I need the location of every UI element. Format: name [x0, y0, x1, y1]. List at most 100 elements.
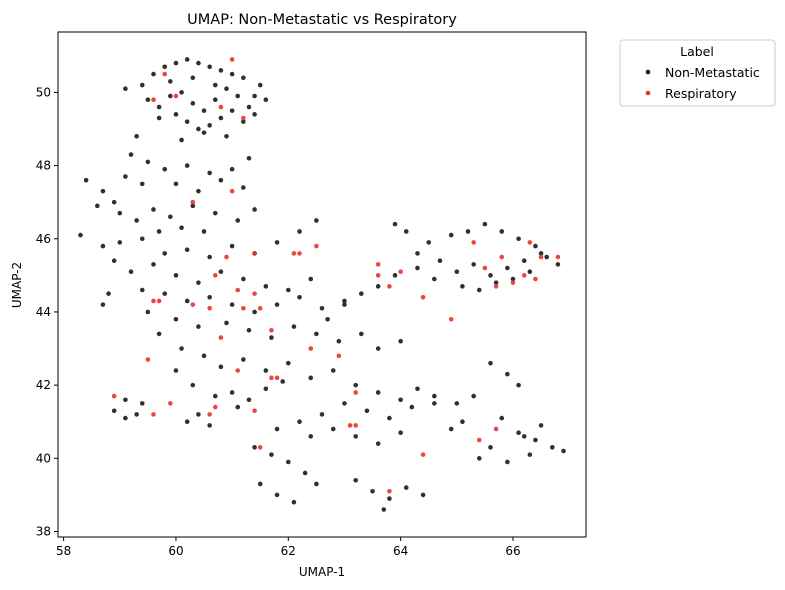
respiratory-point: [476, 437, 482, 443]
non-metastatic-point: [100, 188, 106, 194]
non-metastatic-point: [235, 93, 241, 99]
non-metastatic-point: [375, 390, 381, 395]
non-metastatic-point: [241, 119, 246, 124]
respiratory-point: [162, 71, 168, 77]
non-metastatic-point: [184, 163, 190, 168]
respiratory-point: [420, 295, 426, 300]
non-metastatic-point: [505, 459, 510, 465]
respiratory-point: [538, 254, 544, 260]
non-metastatic-point: [403, 485, 409, 490]
non-metastatic-point: [471, 262, 476, 267]
non-metastatic-point: [375, 346, 381, 351]
respiratory-point: [353, 423, 359, 428]
non-metastatic-point: [196, 60, 201, 66]
non-metastatic-point: [263, 97, 269, 102]
non-metastatic-point: [184, 119, 190, 124]
non-metastatic-point: [465, 229, 471, 234]
non-metastatic-point: [151, 262, 156, 267]
non-metastatic-point: [156, 104, 162, 110]
non-metastatic-point: [218, 68, 224, 73]
respiratory-point: [555, 254, 561, 260]
non-metastatic-point: [370, 488, 375, 494]
respiratory-point: [151, 298, 156, 304]
non-metastatic-point: [533, 243, 538, 249]
respiratory-point: [499, 254, 505, 260]
non-metastatic-point: [409, 404, 415, 410]
non-metastatic-point: [302, 470, 308, 476]
non-metastatic-point: [117, 210, 123, 216]
non-metastatic-point: [123, 86, 128, 92]
non-metastatic-point: [432, 276, 437, 282]
non-metastatic-point: [218, 269, 224, 274]
non-metastatic-point: [246, 397, 252, 403]
respiratory-point: [190, 302, 196, 307]
non-metastatic-point: [190, 382, 196, 388]
non-metastatic-point: [252, 445, 257, 450]
non-metastatic-point: [314, 331, 319, 337]
non-metastatic-point: [184, 298, 190, 304]
respiratory-point: [375, 273, 381, 278]
non-metastatic-point: [156, 331, 162, 337]
non-metastatic-point: [201, 130, 207, 135]
y-axis-label: UMAP-2: [10, 262, 24, 308]
respiratory-point: [448, 316, 454, 322]
non-metastatic-point: [398, 338, 403, 344]
non-metastatic-point: [448, 232, 454, 238]
non-metastatic-point: [460, 284, 465, 289]
respiratory-point: [235, 368, 241, 373]
non-metastatic-point: [538, 251, 544, 256]
respiratory-point: [521, 273, 527, 278]
non-metastatic-point: [156, 115, 162, 121]
non-metastatic-point: [139, 401, 145, 406]
non-metastatic-point: [319, 305, 325, 311]
non-metastatic-point: [493, 280, 499, 285]
non-metastatic-point: [218, 177, 224, 183]
non-metastatic-point: [179, 346, 184, 351]
non-metastatic-point: [252, 112, 257, 117]
non-metastatic-point: [184, 247, 190, 253]
non-metastatic-point: [505, 371, 510, 377]
non-metastatic-point: [207, 170, 212, 176]
non-metastatic-point: [516, 430, 521, 436]
non-metastatic-point: [387, 496, 392, 501]
respiratory-point: [212, 404, 218, 410]
non-metastatic-point: [510, 276, 516, 282]
non-metastatic-point: [392, 221, 398, 227]
non-metastatic-point: [342, 401, 347, 406]
axis-ticks: 58 60 62 64 66 38 40 42 44 46 48 50: [36, 85, 521, 558]
respiratory-point: [168, 401, 173, 406]
y-tick-label: 50: [36, 85, 51, 99]
non-metastatic-point: [145, 159, 151, 165]
non-metastatic-point: [196, 412, 201, 417]
legend-marker-non-metastatic: [645, 69, 651, 75]
non-metastatic-point: [375, 284, 381, 289]
x-tick-label: 60: [168, 544, 183, 558]
respiratory-point: [252, 291, 257, 296]
respiratory-point: [173, 93, 179, 99]
respiratory-point: [252, 408, 257, 414]
non-metastatic-point: [263, 284, 269, 289]
non-metastatic-point: [246, 104, 252, 110]
non-metastatic-point: [162, 251, 168, 256]
non-metastatic-point: [235, 404, 241, 410]
non-metastatic-point: [229, 390, 235, 395]
respiratory-point: [420, 452, 426, 457]
non-metastatic-point: [353, 477, 359, 483]
non-metastatic-point: [381, 507, 387, 512]
non-metastatic-point: [207, 423, 212, 428]
non-metastatic-point: [527, 452, 533, 457]
non-metastatic-point: [314, 481, 319, 487]
respiratory-point: [336, 353, 342, 359]
non-metastatic-point: [252, 93, 257, 99]
respiratory-point: [527, 240, 533, 245]
non-metastatic-point: [488, 360, 493, 366]
non-metastatic-point: [241, 357, 246, 362]
non-metastatic-point: [544, 254, 549, 260]
legend-label-non-metastatic: Non-Metastatic: [665, 65, 760, 80]
x-tick-label: 66: [505, 544, 520, 558]
non-metastatic-point: [246, 155, 252, 161]
non-metastatic-point: [415, 251, 420, 256]
plot-frame: [57, 31, 587, 538]
non-metastatic-point: [151, 207, 156, 212]
non-metastatic-point: [269, 335, 274, 340]
